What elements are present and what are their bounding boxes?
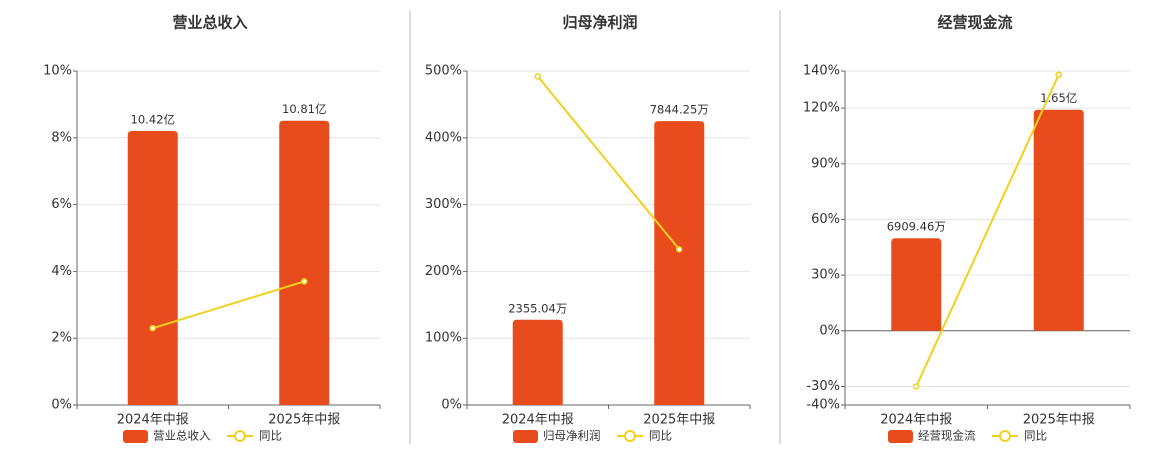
y-tick-label: 500% xyxy=(425,64,462,79)
legend-label: 同比 xyxy=(259,429,282,443)
legend-label: 同比 xyxy=(649,429,672,443)
chart-title: 营业总收入 xyxy=(172,14,247,32)
y-tick-label: 30% xyxy=(811,268,840,283)
x-tick-label: 2024年中报 xyxy=(117,413,189,428)
y-tick-label: 400% xyxy=(425,130,462,145)
value-label: 7844.25万 xyxy=(650,103,709,117)
y-tick-label: 200% xyxy=(425,264,462,279)
line-point xyxy=(534,73,541,80)
chart-title: 归母净利润 xyxy=(562,14,637,32)
chart-title: 经营现金流 xyxy=(937,14,1012,32)
legend-swatch xyxy=(234,430,246,442)
y-tick-label: 2% xyxy=(51,331,72,346)
y-tick-label: 140% xyxy=(803,64,840,79)
y-tick-label: 120% xyxy=(803,101,840,116)
line xyxy=(152,280,305,330)
legend-swatch xyxy=(999,430,1011,442)
bar xyxy=(1033,109,1084,331)
line-point xyxy=(1055,71,1062,78)
line-point xyxy=(149,324,156,332)
legend-swatch xyxy=(888,430,913,443)
line xyxy=(915,74,1060,387)
y-tick-label: 0% xyxy=(819,323,840,338)
bar xyxy=(127,130,178,405)
legend-label: 归母净利润 xyxy=(543,429,601,443)
y-tick-label: 0% xyxy=(441,398,462,413)
y-tick-label: 8% xyxy=(51,130,72,145)
value-label: 2355.04万 xyxy=(508,301,567,315)
legend-label: 营业总收入 xyxy=(153,429,211,443)
x-tick-label: 2024年中报 xyxy=(880,413,952,428)
bar xyxy=(512,319,563,405)
value-label: 10.42亿 xyxy=(131,112,175,126)
bar xyxy=(654,121,705,405)
bar xyxy=(891,238,942,331)
legend-swatch xyxy=(513,430,538,443)
y-tick-label: -40% xyxy=(806,398,840,413)
y-tick-label: 60% xyxy=(811,212,840,227)
legend-swatch xyxy=(624,430,636,442)
y-tick-label: 300% xyxy=(425,197,462,212)
y-tick-label: -30% xyxy=(806,379,840,394)
y-tick-label: 100% xyxy=(425,331,462,346)
line xyxy=(536,75,681,250)
value-label: 10.81亿 xyxy=(282,102,326,116)
y-tick-label: 4% xyxy=(51,264,72,279)
y-tick-label: 90% xyxy=(811,156,840,171)
legend-swatch xyxy=(123,430,148,443)
y-tick-label: 10% xyxy=(43,64,72,79)
x-tick-label: 2024年中报 xyxy=(502,413,574,428)
bar xyxy=(279,120,330,406)
value-label: 6909.46万 xyxy=(887,220,946,234)
legend-label: 同比 xyxy=(1024,429,1047,443)
y-tick-label: 6% xyxy=(51,197,72,212)
x-tick-label: 2025年中报 xyxy=(268,413,340,428)
legend-label: 经营现金流 xyxy=(918,429,976,443)
y-tick-label: 0% xyxy=(51,398,72,413)
line-point xyxy=(676,246,683,253)
x-tick-label: 2025年中报 xyxy=(1023,413,1095,428)
line-point xyxy=(913,383,920,390)
line-point xyxy=(301,278,308,285)
x-tick-label: 2025年中报 xyxy=(643,413,715,428)
